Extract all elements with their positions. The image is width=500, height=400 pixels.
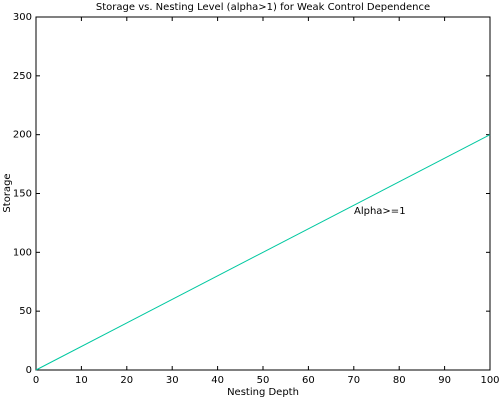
x-tick-label: 50 — [257, 375, 270, 386]
x-tick-label: 0 — [33, 375, 39, 386]
y-tick-label: 50 — [19, 306, 32, 317]
y-tick-label: 300 — [13, 12, 32, 23]
x-tick-label: 40 — [211, 375, 224, 386]
data-line — [35, 134, 491, 371]
x-tick-label: 80 — [393, 375, 406, 386]
x-tick-label: 60 — [302, 375, 315, 386]
x-axis-label: Nesting Depth — [227, 387, 299, 398]
x-tick-label: 100 — [480, 375, 499, 386]
annotation: Alpha>=1 — [354, 206, 406, 217]
chart-title: Storage vs. Nesting Level (alpha>1) for … — [96, 2, 430, 13]
y-tick-label: 250 — [13, 71, 32, 82]
x-tick-label: 30 — [166, 375, 179, 386]
y-tick-label: 100 — [13, 247, 32, 258]
y-tick-label: 0 — [26, 365, 32, 376]
x-tick-label: 70 — [347, 375, 360, 386]
y-tick-label: 150 — [13, 189, 32, 200]
y-axis-label: Storage — [2, 173, 13, 212]
x-tick-label: 20 — [120, 375, 133, 386]
y-tick-label: 200 — [13, 130, 32, 141]
x-tick-label: 90 — [438, 375, 451, 386]
x-tick-label: 10 — [75, 375, 88, 386]
